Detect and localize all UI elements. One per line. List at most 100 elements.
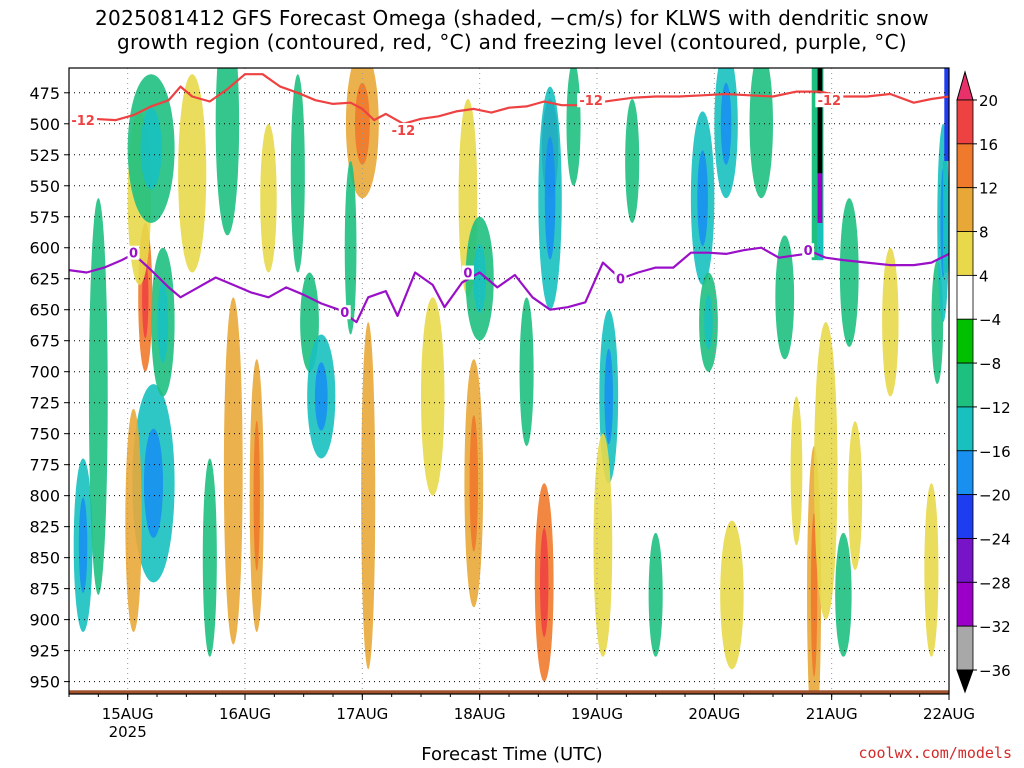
y-tick-label: 675: [29, 332, 60, 351]
contour-label-bg: [338, 305, 351, 320]
omega-cell: [749, 68, 773, 199]
contour-label-bg: [461, 265, 474, 280]
omega-streak: [943, 160, 948, 273]
contour-label: 0: [463, 267, 472, 282]
contour-label-bg: [577, 93, 606, 108]
y-tick-label: 600: [29, 239, 60, 258]
y-tick-label: 875: [29, 580, 60, 599]
y-tick-label: 475: [29, 84, 60, 103]
contour-label-bg: [815, 93, 844, 108]
omega-cell: [882, 247, 899, 397]
omega-cell-core: [157, 281, 169, 364]
omega-cell: [223, 297, 243, 645]
colorbar-swatch: [956, 625, 974, 671]
y-tick-label: 575: [29, 208, 60, 227]
colorbar-label: −12: [979, 399, 1011, 417]
omega-cell-core: [253, 420, 260, 571]
colorbar-label: 12: [979, 180, 998, 198]
chart-subtitle: growth region (contoured, red, °C) and f…: [117, 30, 907, 54]
omega-cell-core: [539, 527, 549, 637]
colorbar-label: 16: [979, 136, 998, 154]
contour-label-bg: [802, 243, 815, 258]
colorbar-label: −32: [979, 618, 1011, 636]
omega-cell: [88, 198, 108, 595]
omega-cell-core: [720, 82, 732, 165]
omega-streak: [944, 68, 949, 161]
colorbar-swatch: [956, 538, 974, 583]
contour-label-bg: [614, 271, 627, 286]
colorbar-label: −20: [979, 487, 1011, 505]
omega-cell: [814, 322, 838, 620]
contour-label: 0: [804, 244, 813, 259]
colorbar-label: −4: [979, 311, 1001, 329]
x-tick-label: 18AUG: [454, 705, 506, 723]
contour-label: -12: [818, 94, 842, 109]
y-tick-label: 800: [29, 487, 60, 506]
y-tick-label: 850: [29, 549, 60, 568]
x-year-label: 2025: [109, 723, 147, 741]
y-tick-label: 950: [29, 673, 60, 692]
terrain-band: [69, 690, 949, 694]
omega-cell: [260, 123, 277, 273]
colorbar-label: 8: [979, 224, 989, 242]
x-tick-label: 17AUG: [336, 705, 388, 723]
omega-streak: [817, 222, 823, 261]
contour-label: -12: [579, 94, 603, 109]
y-tick-label: 500: [29, 115, 60, 134]
y-tick-label: 650: [29, 301, 60, 320]
colorbar-label: −8: [979, 355, 1001, 373]
y-tick-label: 750: [29, 425, 60, 444]
colorbar-swatch: [956, 274, 974, 320]
y-tick-label: 700: [29, 363, 60, 382]
omega-cell-core: [697, 150, 708, 246]
colorbar-label: −28: [979, 574, 1011, 592]
y-tick-label: 900: [29, 611, 60, 630]
omega-cell-core: [314, 362, 328, 431]
omega-cell-core: [704, 294, 713, 350]
x-axis-label: Forecast Time (UTC): [421, 744, 603, 765]
omega-cell: [215, 68, 240, 236]
colorbar-label: 20: [979, 92, 998, 110]
y-tick-label: 825: [29, 518, 60, 537]
grid: [69, 68, 950, 694]
colorbar-swatch: [956, 318, 974, 364]
colorbar-label: −36: [979, 662, 1011, 680]
x-tick-label: 21AUG: [806, 705, 858, 723]
colorbar-swatch: [956, 581, 974, 627]
y-tick-label: 625: [29, 270, 60, 289]
y-tick-label: 725: [29, 394, 60, 413]
colorbar-swatch: [956, 450, 974, 496]
colorbar-swatch: [956, 362, 974, 408]
contour-label: 0: [129, 247, 138, 262]
omega-cell: [720, 520, 744, 670]
omega-cell-core: [140, 107, 162, 190]
omega-cell-core: [810, 513, 818, 677]
contour-label: 0: [616, 273, 625, 288]
chart-title: 2025081412 GFS Forecast Omega (shaded, −…: [95, 6, 929, 30]
credit-text: coolwx.com/models: [858, 744, 1012, 762]
contour-label-bg: [69, 113, 98, 128]
omega-streak: [817, 68, 823, 174]
y-tick-label: 525: [29, 146, 60, 165]
omega-cell: [421, 297, 445, 496]
omega-cell: [924, 483, 939, 657]
freezing-level-contour: [69, 246, 949, 324]
colorbar-swatch: [956, 406, 974, 452]
contour-label-bg: [389, 122, 418, 137]
omega-cell-core: [544, 136, 556, 260]
contour-label: -12: [71, 114, 95, 129]
omega-cell: [178, 74, 207, 273]
colorbar-label: −24: [979, 530, 1011, 548]
colorbar-swatch: [956, 143, 974, 189]
omega-cell: [519, 297, 534, 447]
y-tick-label: 925: [29, 642, 60, 661]
colorbar-label: −16: [979, 443, 1011, 461]
omega-cell: [361, 322, 376, 670]
omega-cell: [835, 532, 852, 657]
colorbar-swatch: [956, 231, 974, 276]
contour-label: -12: [392, 124, 416, 139]
omega-cell: [790, 396, 803, 546]
contour-label-bg: [127, 245, 140, 260]
x-tick-label: 19AUG: [571, 705, 623, 723]
